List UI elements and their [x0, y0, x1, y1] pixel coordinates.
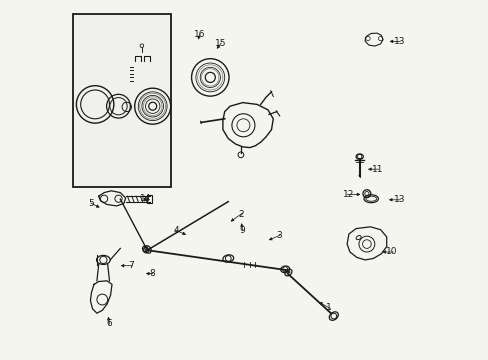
Text: 5: 5 [88, 199, 94, 208]
Text: 12: 12 [343, 190, 354, 199]
Text: 2: 2 [238, 210, 243, 219]
Text: 14: 14 [140, 194, 151, 202]
Text: 16: 16 [193, 30, 205, 39]
Text: 10: 10 [386, 247, 397, 256]
Text: 13: 13 [393, 37, 404, 46]
Bar [147, 195, 151, 203]
Text: 4: 4 [173, 226, 179, 235]
Text: 15: 15 [215, 39, 226, 48]
Text: 1: 1 [325, 303, 331, 312]
Text: 3: 3 [275, 231, 281, 240]
Text: 7: 7 [128, 261, 134, 270]
Text: 13: 13 [393, 195, 404, 204]
Text: 11: 11 [371, 165, 383, 174]
Text: 6: 6 [106, 320, 112, 328]
Bar [73, 14, 170, 187]
Text: 8: 8 [149, 269, 155, 278]
Text: 9: 9 [239, 226, 245, 235]
